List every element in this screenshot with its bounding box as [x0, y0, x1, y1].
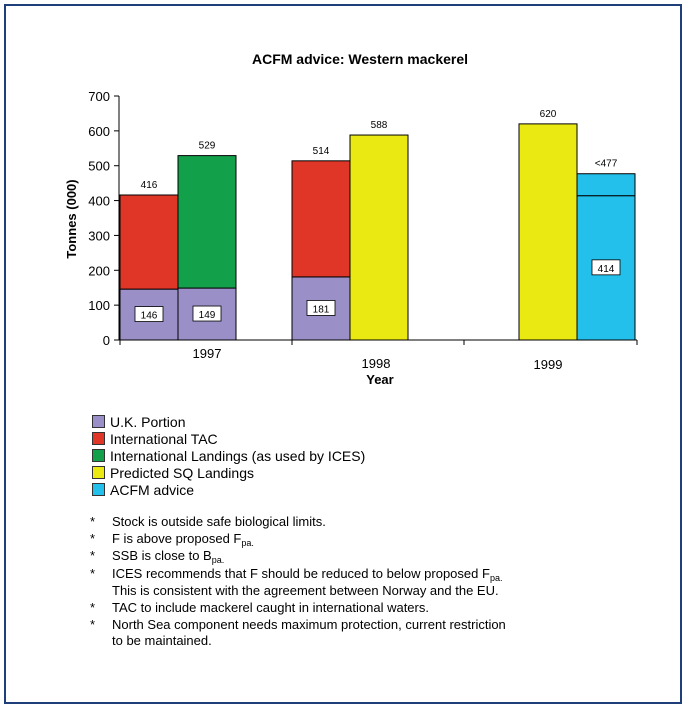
note-item: * ICES recommends that F should be reduce… — [90, 566, 650, 600]
total-label: 588 — [371, 120, 388, 131]
bar-segment — [519, 124, 577, 340]
legend-swatch — [92, 466, 105, 479]
bar-segment — [120, 195, 178, 289]
bar-segment — [178, 156, 236, 288]
note-fragment: Stock is outside safe biological limits. — [112, 514, 326, 529]
y-tick-label: 200 — [88, 263, 110, 278]
legend-label: International Landings (as used by ICES) — [110, 448, 365, 464]
chart-title: ACFM advice: Western mackerel — [252, 51, 468, 67]
notes-list: * Stock is outside safe biological limits… — [90, 514, 650, 650]
y-tick-label: 500 — [88, 159, 110, 174]
note-fragment: North Sea component needs maximum protec… — [112, 617, 506, 649]
legend-label: Predicted SQ Landings — [110, 465, 254, 481]
x-tick-label: 1998 — [362, 356, 391, 371]
note-fragment: TAC to include mackerel caught in intern… — [112, 600, 429, 615]
y-tick-label: 0 — [103, 333, 110, 348]
note-text: ICES recommends that F should be reduced… — [112, 566, 502, 600]
note-item: * TAC to include mackerel caught in inter… — [90, 600, 650, 617]
y-axis-label: Tonnes (000) — [64, 179, 79, 258]
bar-segment — [292, 161, 350, 277]
note-bullet: * — [90, 600, 112, 617]
legend-swatch — [92, 483, 105, 496]
chart: ACFM advice: Western mackerel Tonnes (00… — [0, 0, 688, 400]
y-tick-label: 700 — [88, 89, 110, 104]
legend-swatch — [92, 432, 105, 445]
note-bullet: * — [90, 566, 112, 600]
subscript: pa. — [241, 538, 254, 548]
y-tick-label: 300 — [88, 228, 110, 243]
note-item: * Stock is outside safe biological limits… — [90, 514, 650, 531]
subscript: pa. — [212, 555, 225, 565]
note-text: Stock is outside safe biological limits. — [112, 514, 326, 531]
legend-item: International TAC — [92, 430, 365, 447]
note-bullet: * — [90, 617, 112, 650]
legend-swatch — [92, 449, 105, 462]
y-tick-label: 600 — [88, 124, 110, 139]
note-item: * North Sea component needs maximum prote… — [90, 617, 650, 650]
note-text: TAC to include mackerel caught in intern… — [112, 600, 429, 617]
note-text: SSB is close to Bpa. — [112, 548, 224, 566]
note-text: North Sea component needs maximum protec… — [112, 617, 506, 650]
data-label: 149 — [199, 310, 216, 321]
bar-segment — [577, 174, 635, 196]
subscript: pa. — [490, 573, 503, 583]
x-tick-label: 1997 — [193, 346, 222, 361]
legend-swatch — [92, 415, 105, 428]
note-bullet: * — [90, 548, 112, 566]
total-label: 529 — [199, 141, 216, 152]
data-label: 146 — [141, 311, 158, 322]
total-label: 514 — [313, 146, 330, 157]
note-text: F is above proposed Fpa. — [112, 531, 254, 549]
legend-item: Predicted SQ Landings — [92, 464, 365, 481]
total-label: 620 — [540, 109, 557, 120]
legend-item: ACFM advice — [92, 481, 365, 498]
note-fragment: ICES recommends that F should be reduced… — [112, 566, 490, 581]
legend-label: U.K. Portion — [110, 414, 185, 430]
legend-label: International TAC — [110, 431, 218, 447]
total-label: <477 — [595, 159, 618, 170]
note-fragment: F is above proposed F — [112, 531, 241, 546]
bar-segment — [350, 135, 408, 340]
legend-label: ACFM advice — [110, 482, 194, 498]
note-fragment: This is consistent with the agreement be… — [112, 583, 499, 598]
legend: U.K. Portion International TAC Internation… — [92, 413, 365, 498]
data-label: 414 — [598, 264, 615, 275]
legend-item: International Landings (as used by ICES) — [92, 447, 365, 464]
data-label: 181 — [313, 304, 330, 315]
y-tick-label: 400 — [88, 194, 110, 209]
total-label: 416 — [141, 180, 158, 191]
note-fragment: SSB is close to B — [112, 548, 212, 563]
x-tick-label: 1999 — [534, 357, 563, 372]
note-bullet: * — [90, 514, 112, 531]
y-tick-label: 100 — [88, 298, 110, 313]
note-item: * F is above proposed Fpa. — [90, 531, 650, 549]
legend-item: U.K. Portion — [92, 413, 365, 430]
note-item: * SSB is close to Bpa. — [90, 548, 650, 566]
note-bullet: * — [90, 531, 112, 549]
x-axis-label: Year — [366, 372, 393, 387]
